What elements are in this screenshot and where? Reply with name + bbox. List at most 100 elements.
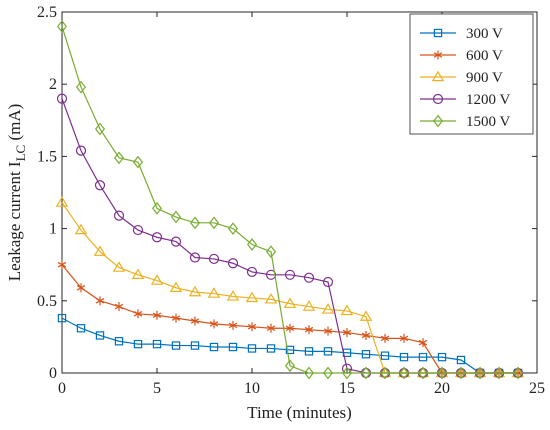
series-line [61,26,518,374]
data-point [74,223,88,235]
data-point [133,309,143,319]
data-point [322,276,334,288]
legend-box [409,13,534,135]
legend-marker [432,114,444,128]
data-point [95,296,105,306]
data-point [170,236,182,247]
data-point [284,359,296,373]
series-1200v [56,93,524,379]
data-point [397,366,411,378]
legend-item: 300 V [420,26,503,42]
data-point [492,366,506,378]
data-point [302,300,316,311]
data-point [321,303,335,314]
x-tick-label: 15 [339,380,355,397]
data-point [189,216,201,230]
y-tick-label: 0 [49,365,57,382]
data-point [150,274,164,285]
series-line [61,317,518,374]
data-point [55,196,69,207]
data-point [114,302,124,312]
data-point [511,366,525,378]
data-point [247,344,257,353]
data-point [265,269,277,280]
x-tick-label: 10 [244,380,260,397]
data-point [114,337,124,346]
data-point [284,269,296,280]
data-point [151,202,163,215]
y-tick-label: 1.5 [37,148,57,165]
y-axis-title: Leakage current ILC (mA) [5,104,28,282]
data-point [208,216,220,230]
x-tick-label: 20 [434,380,450,397]
data-point [228,320,238,330]
data-point [380,333,390,343]
data-point [188,285,202,297]
x-axis-title: Time (minutes) [247,403,352,422]
data-point [399,352,409,362]
data-point [75,80,87,94]
data-point [209,319,219,329]
data-point [57,260,67,270]
data-point [170,210,182,224]
data-point [56,20,68,33]
legend-marker [433,28,443,38]
data-point [207,287,221,298]
data-point [437,352,447,362]
data-point [304,347,314,356]
data-point [266,323,276,333]
data-point [227,222,239,235]
data-point [209,342,219,352]
y-axis-title-subscript: LC [13,145,28,162]
legend-item: 600 V [420,48,503,64]
data-point [378,366,392,378]
data-point [380,351,390,360]
data-point [112,261,126,272]
y-tick-label: 2.5 [37,4,57,21]
x-tick-label: 5 [153,380,161,397]
data-point [416,366,430,378]
legend-marker [431,70,445,82]
data-point [245,291,259,303]
data-point [379,366,391,380]
data-point [512,366,524,380]
data-point [151,232,163,243]
series-line [61,264,518,374]
y-tick-label: 1 [49,221,57,238]
data-point [131,268,145,280]
data-point [283,297,297,308]
data-point [417,366,429,380]
data-point [323,326,333,336]
legend-label: 300 V [466,26,503,42]
data-point [57,313,67,323]
data-point [246,238,258,251]
data-point [94,122,106,136]
data-point [76,283,86,293]
data-point [361,330,371,340]
data-point [285,345,295,355]
y-tick-label: 0.5 [37,293,57,310]
data-point [436,366,448,380]
data-point [398,366,410,380]
data-point [208,253,220,265]
data-point [94,180,106,191]
data-point [113,210,125,221]
data-point [360,366,372,380]
data-point [473,366,487,378]
x-tick-label: 0 [58,380,66,397]
legend-item: 1200 V [420,92,510,108]
data-point [340,304,354,316]
data-point [169,281,183,293]
data-point [247,322,257,332]
legend: 300 V 600 V 900 V 1200 V 1500 V [409,13,534,135]
series-group [55,20,525,380]
data-point [303,272,315,283]
data-point [152,310,162,320]
data-point [132,224,144,236]
data-point [418,338,428,348]
data-point [285,323,295,333]
data-point [93,245,107,256]
data-point [56,93,68,104]
data-point [435,366,449,378]
